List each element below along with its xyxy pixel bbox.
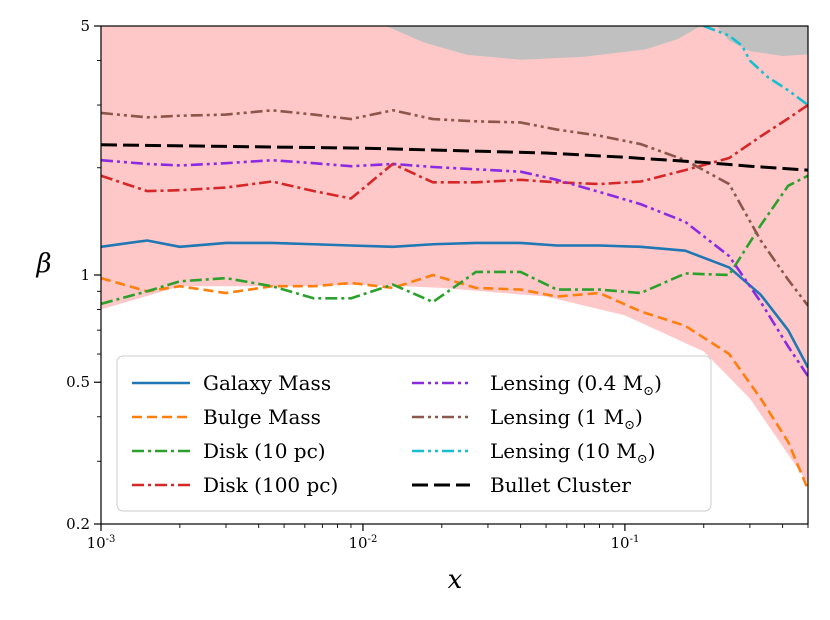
x-tick-label: 10-1: [610, 534, 639, 552]
legend-label-lensing-10-msun: Lensing (10 M⊙): [490, 439, 656, 467]
legend-label-lensing-0-4-msun: Lensing (0.4 M⊙): [490, 371, 662, 399]
x-tick-label: 10-2: [349, 534, 378, 552]
x-axis-title: x: [448, 565, 463, 595]
y-tick-label: 0.2: [66, 515, 90, 533]
legend-label-disk-100-pc: Disk (100 pc): [203, 473, 338, 497]
x-axis-ticks: 10-3 10-2 10-1: [87, 524, 808, 552]
legend-label-lensing-1-msun: Lensing (1 M⊙): [490, 405, 643, 433]
legend-label-disk-10-pc: Disk (10 pc): [203, 439, 326, 463]
beta-vs-x-chart: 10-3 10-2 10-1 0.2 0.5 1 5 x β Galaxy Mass Bul…: [0, 0, 830, 620]
y-tick-label: 1: [80, 266, 90, 284]
y-axis-ticks: 0.2 0.5 1 5: [66, 17, 101, 533]
legend-label-bullet-cluster: Bullet Cluster: [490, 473, 631, 497]
legend: Galaxy Mass Bulge Mass Disk (10 pc) Disk (1…: [117, 356, 711, 511]
legend-label-galaxy-mass: Galaxy Mass: [203, 371, 331, 395]
legend-label-bulge-mass: Bulge Mass: [203, 405, 321, 429]
x-tick-label: 10-3: [87, 534, 116, 552]
y-tick-label: 5: [80, 17, 90, 35]
y-tick-label: 0.5: [66, 373, 90, 391]
y-axis-title: β: [35, 249, 51, 279]
